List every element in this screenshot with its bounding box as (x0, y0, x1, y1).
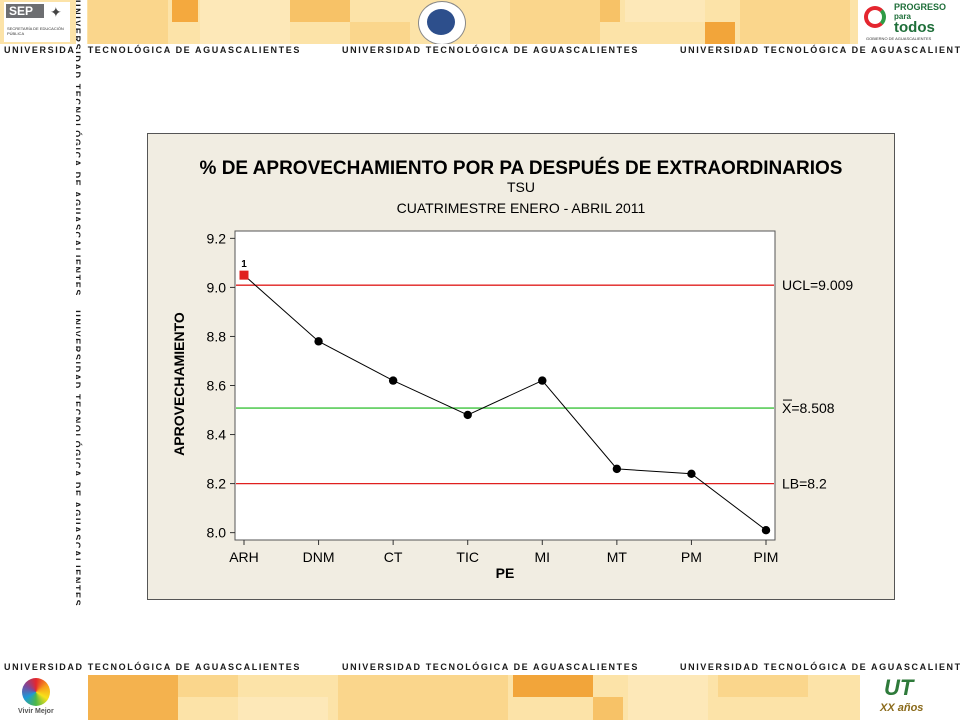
chart-frame: % DE APROVECHAMIENTO POR PA DESPUÉS DE E… (147, 133, 895, 600)
progreso-line2: para (894, 12, 911, 21)
data-series: 1 (239, 259, 771, 535)
xx-logo-text: XX años (880, 702, 924, 714)
band-block (625, 0, 705, 22)
y-tick-label: 8.6 (207, 378, 227, 394)
strip-label: UNIVERSIDAD TECNOLÓGICA DE AGUASCALIENTE… (4, 662, 301, 672)
x-tick-label: DNM (303, 549, 335, 565)
ut-emblem (418, 1, 466, 45)
vivir-mejor-text: Vivir Mejor (18, 708, 54, 715)
data-point (612, 464, 622, 474)
band-block (200, 0, 290, 44)
band-block (172, 0, 198, 22)
y-axis: 8.0 8.2 8.4 8.6 8.8 9.0 9.2 (207, 230, 235, 541)
band-block (628, 675, 708, 720)
x-axis: ARH DNM CT TIC MI MT PM PIM (229, 540, 778, 565)
y-tick-label: 8.8 (207, 328, 227, 344)
x-axis-label: PE (496, 565, 515, 581)
bottom-banner (88, 675, 860, 720)
progreso-logo: PROGRESO para todos GOBIERNO DE AGUASCAL… (858, 0, 960, 44)
control-line-label: UCL=9.009 (782, 277, 853, 293)
bottom-strip: UNIVERSIDAD TECNOLÓGICA DE AGUASCALIENTE… (0, 661, 960, 675)
y-axis-label: APROVECHAMIENTO (171, 312, 187, 456)
band-block (290, 0, 350, 22)
band-block (350, 22, 410, 44)
y-tick-label: 9.0 (207, 279, 227, 295)
sep-logo: SEP ✦ SECRETARÍA DE EDUCACIÓN PÚBLICA (4, 2, 70, 42)
vertical-strip: UNIVERSIDAD TECNOLÓGICA DE AGUASCALIENTE… (76, 0, 87, 720)
ut-logo-text: UT (884, 675, 914, 700)
vertical-strip-text: UNIVERSIDAD TECNOLÓGICA DE AGUASCALIENTE… (76, 0, 87, 720)
progreso-sub: GOBIERNO DE AGUASCALIENTES (866, 36, 932, 41)
top-strip: UNIVERSIDAD TECNOLÓGICA DE AGUASCALIENTE… (0, 44, 960, 58)
data-point (687, 469, 696, 478)
progreso-line3: todos (894, 19, 935, 36)
band-block (88, 0, 168, 44)
y-tick-label: 8.4 (207, 427, 227, 443)
progreso-swirl-icon (864, 6, 886, 28)
x-tick-label: PM (681, 549, 702, 565)
band-block (593, 697, 623, 720)
control-line-label: LB=8.2 (782, 476, 827, 492)
series-line (243, 274, 767, 531)
top-banner (0, 0, 960, 44)
y-tick-label: 8.2 (207, 476, 227, 492)
control-chart: % DE APROVECHAMIENTO POR PA DESPUÉS DE E… (171, 157, 853, 581)
data-point (538, 376, 547, 385)
x-tick-label: CT (384, 549, 403, 565)
x-tick-label: TIC (456, 549, 479, 565)
band-block (178, 675, 238, 697)
control-line-label: X=8.508 (782, 400, 835, 416)
x-tick-label: ARH (229, 549, 259, 565)
strip-label: UNIVERSIDAD TECNOLÓGICA DE AGUASCALIENTE… (76, 0, 82, 297)
chart-subtitle-1: TSU (507, 179, 535, 195)
data-point (388, 376, 398, 385)
data-point (463, 410, 472, 420)
strip-label: UNIVERSIDAD TECNOLÓGICA DE AGUASCALIENTE… (342, 45, 639, 55)
band-block (510, 0, 600, 44)
strip-label: UNIVERSIDAD TECNOLÓGICA DE AGUASCALIENTE… (4, 45, 301, 55)
band-block (88, 675, 178, 720)
band-block (600, 0, 620, 22)
out-of-control-label: 1 (241, 259, 247, 270)
x-tick-label: MT (607, 549, 628, 565)
x-tick-label: PIM (754, 549, 779, 565)
x-tick-label: MI (535, 549, 551, 565)
sep-logo-text: SEP (9, 4, 34, 18)
plot-area (234, 230, 776, 541)
band-block (740, 0, 850, 44)
sep-subtext: SECRETARÍA DE EDUCACIÓN PÚBLICA (7, 26, 64, 36)
strip-label: UNIVERSIDAD TECNOLÓGICA DE AGUASCALIENTE… (342, 662, 639, 672)
data-point (314, 337, 323, 346)
y-tick-label: 9.2 (207, 230, 227, 246)
chart-subtitle-2: CUATRIMESTRE ENERO - ABRIL 2011 (397, 200, 646, 216)
data-point-out-of-control (239, 270, 249, 280)
strip-label: UNIVERSIDAD TECNOLÓGICA DE AGUASCALIENTE… (680, 45, 960, 55)
data-point (761, 525, 771, 535)
band-block (718, 675, 808, 697)
ut-emblem-inner (427, 9, 455, 35)
band-block (238, 697, 328, 720)
sep-logo-box (6, 4, 44, 18)
band-block (705, 22, 735, 44)
strip-label: UNIVERSIDAD TECNOLÓGICA DE AGUASCALIENTE… (76, 310, 82, 608)
vivir-mejor-logo: Vivir Mejor (0, 675, 76, 720)
chart-title: % DE APROVECHAMIENTO POR PA DESPUÉS DE E… (200, 157, 843, 179)
band-block (338, 675, 508, 720)
y-tick-label: 8.0 (207, 525, 227, 541)
eagle-icon: ✦ (50, 4, 62, 20)
control-lines: UCL=9.009 X=8.508 LB=8.2 (236, 277, 853, 492)
band-block (513, 675, 593, 697)
strip-label: UNIVERSIDAD TECNOLÓGICA DE AGUASCALIENTE… (680, 662, 960, 672)
ut-xx-logo: UT XX años (862, 675, 960, 720)
flower-icon (22, 678, 50, 706)
progreso-line1: PROGRESO (894, 2, 947, 12)
